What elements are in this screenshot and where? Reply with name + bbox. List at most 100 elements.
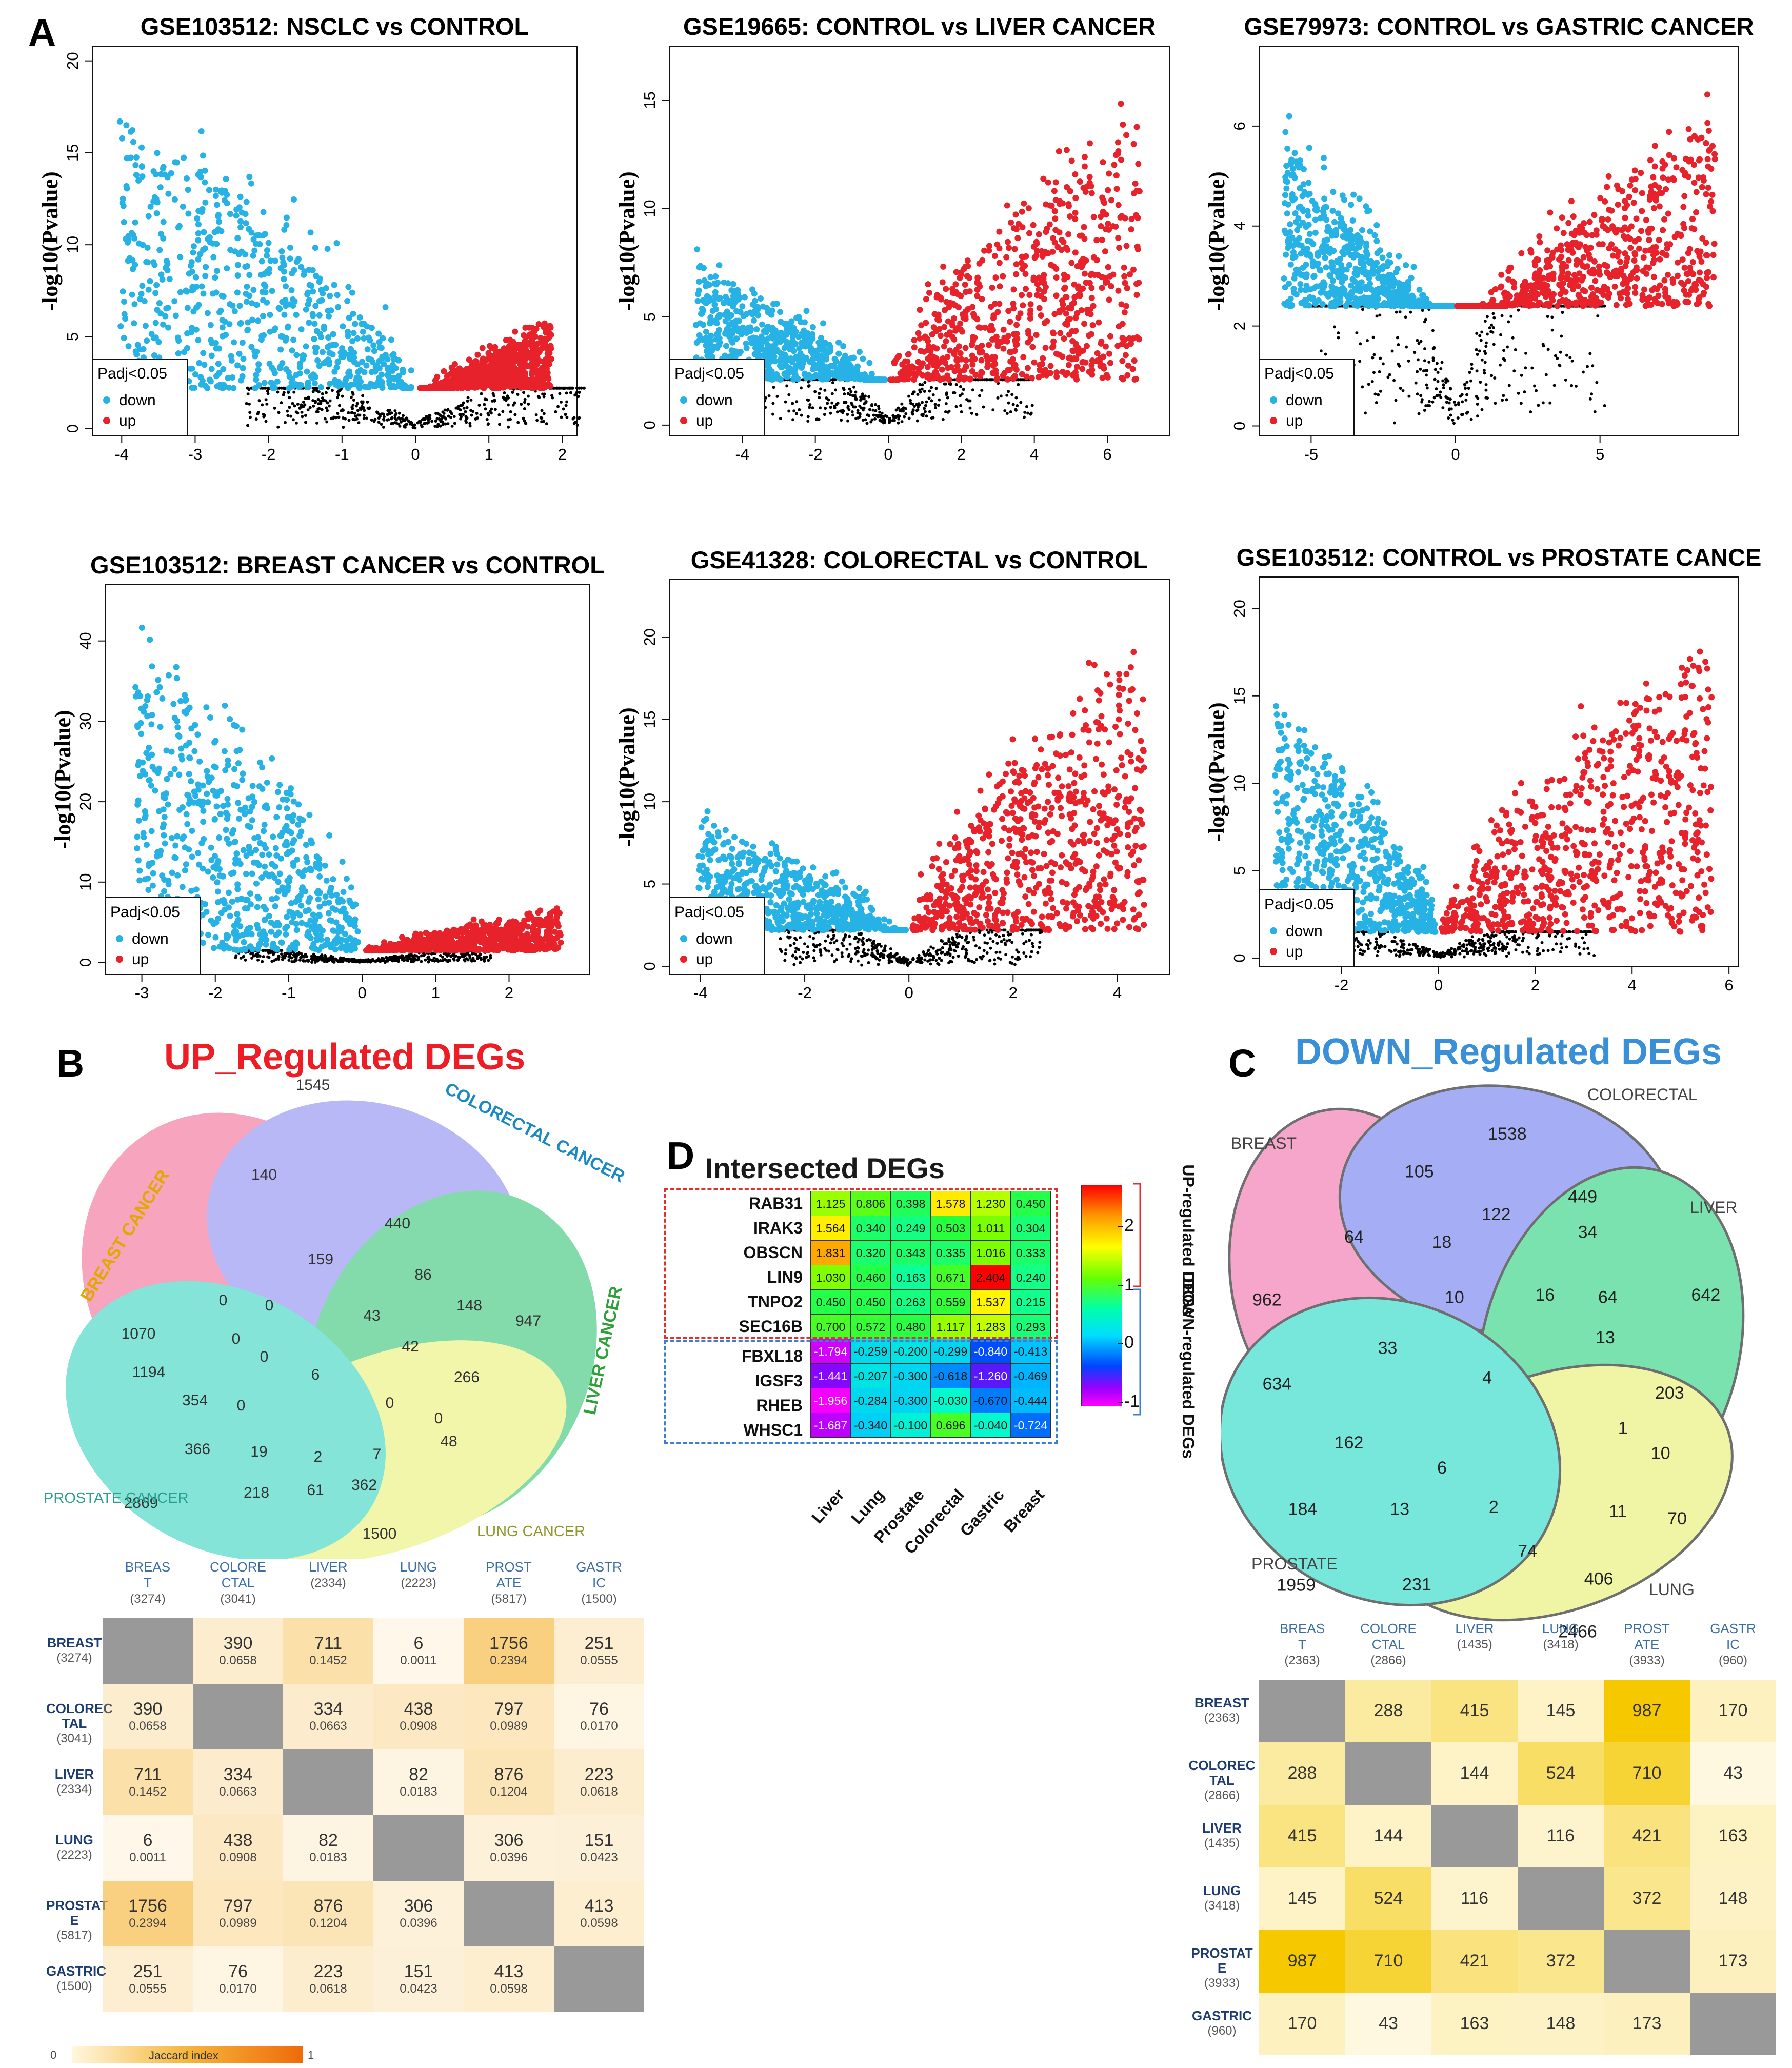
volcano-point-ns xyxy=(370,418,373,422)
volcano-point-down xyxy=(1347,282,1354,289)
volcano-point-down xyxy=(1356,195,1363,202)
volcano-point-up xyxy=(978,369,985,375)
volcano-point-ns xyxy=(497,423,501,426)
volcano-point-up xyxy=(1071,281,1078,288)
volcano-point-up xyxy=(899,376,906,383)
volcano-point-down xyxy=(1386,252,1393,258)
volcano-point-down xyxy=(172,312,179,319)
volcano-point-ns xyxy=(569,386,572,390)
volcano-point-ns xyxy=(858,412,862,415)
volcano-point-down xyxy=(258,271,265,278)
volcano-point-ns xyxy=(444,422,447,426)
volcano-point-ns xyxy=(1358,360,1362,363)
volcano-point-up xyxy=(1123,132,1130,138)
volcano-point-up xyxy=(1099,285,1105,291)
volcano-point-up xyxy=(952,327,959,334)
volcano-point-ns xyxy=(1554,354,1557,357)
volcano-point-ns xyxy=(861,419,865,422)
volcano-point-up xyxy=(1072,374,1079,381)
volcano-point-ns xyxy=(1420,400,1424,404)
volcano-point-ns xyxy=(280,401,283,405)
volcano-point-ns xyxy=(336,412,340,415)
volcano-point-down xyxy=(303,343,309,350)
volcano-point-ns xyxy=(1431,359,1435,362)
volcano-point-up xyxy=(1033,241,1040,247)
volcano-point-ns xyxy=(336,396,340,400)
volcano-point-down xyxy=(249,300,255,307)
volcano-point-down xyxy=(268,380,274,386)
volcano-point-down xyxy=(147,277,153,284)
volcano-point-down xyxy=(267,257,274,264)
volcano-point-up xyxy=(1040,355,1046,362)
volcano-point-down xyxy=(148,331,155,337)
volcano-point-up xyxy=(969,361,976,368)
volcano-point-down xyxy=(1367,228,1373,235)
volcano-point-ns xyxy=(882,421,885,425)
volcano-point-down xyxy=(281,311,288,318)
volcano-point-up xyxy=(1036,286,1042,293)
volcano-point-up xyxy=(1069,328,1076,334)
volcano-point-down xyxy=(253,302,260,308)
volcano-point-ns xyxy=(1431,329,1435,332)
volcano-point-down xyxy=(152,290,159,296)
volcano-point-up xyxy=(466,356,472,363)
volcano-point-ns xyxy=(811,406,814,410)
volcano-point-up xyxy=(436,385,443,391)
volcano-point-down xyxy=(189,287,195,294)
volcano-point-down xyxy=(298,264,305,270)
volcano-point-ns xyxy=(377,416,381,420)
volcano-point-up xyxy=(1023,373,1030,380)
volcano-point-up xyxy=(1005,333,1012,340)
volcano-point-down xyxy=(1338,273,1344,280)
volcano-point-ns xyxy=(382,412,385,416)
volcano-point-up xyxy=(1064,247,1071,253)
volcano-point-ns xyxy=(864,418,867,422)
volcano-point-ns xyxy=(302,400,305,404)
volcano-point-ns xyxy=(324,391,328,394)
volcano-point-down xyxy=(388,336,394,343)
volcano-point-up xyxy=(1130,141,1137,147)
volcano-point-down xyxy=(815,339,822,346)
volcano-point-down xyxy=(242,211,249,217)
volcano-point-down xyxy=(262,231,268,237)
volcano-point-up xyxy=(925,355,931,362)
volcano-point-up xyxy=(1110,223,1117,230)
volcano-point-down xyxy=(260,297,267,304)
volcano-point-down xyxy=(132,219,138,226)
volcano-point-down xyxy=(269,385,276,391)
volcano-point-ns xyxy=(320,408,324,411)
volcano-point-ns xyxy=(878,410,882,414)
volcano-point-down xyxy=(381,361,387,367)
volcano-point-down xyxy=(213,373,220,380)
volcano-point-down xyxy=(131,301,138,308)
volcano-point-up xyxy=(923,320,929,326)
volcano-point-ns xyxy=(393,409,397,413)
volcano-point-ns xyxy=(978,394,981,397)
volcano-point-ns xyxy=(475,416,479,420)
volcano-point-down xyxy=(272,257,278,264)
volcano-point-down xyxy=(791,375,798,382)
volcano-point-up xyxy=(1019,224,1026,231)
volcano-point-down xyxy=(717,295,724,302)
volcano-point-ns xyxy=(419,421,422,424)
volcano-point-down xyxy=(386,373,392,380)
volcano-point-ns xyxy=(1427,400,1431,403)
volcano-point-ns xyxy=(900,402,904,406)
volcano-point-down xyxy=(215,213,222,220)
volcano-point-down xyxy=(210,254,217,261)
volcano-point-up xyxy=(522,324,529,331)
volcano-point-down xyxy=(350,330,357,336)
volcano-point-up xyxy=(522,340,528,346)
volcano-point-ns xyxy=(394,412,398,415)
volcano-point-down xyxy=(202,245,208,252)
volcano-point-ns xyxy=(1432,346,1436,349)
volcano-point-down xyxy=(324,246,331,252)
volcano-point-ns xyxy=(439,424,442,428)
volcano-point-up xyxy=(989,354,995,361)
volcano-point-up xyxy=(477,365,484,372)
volcano-point-down xyxy=(713,331,720,338)
volcano-point-down xyxy=(264,247,270,254)
volcano-point-ns xyxy=(1365,339,1369,343)
volcano-point-ns xyxy=(1484,345,1488,348)
volcano-point-down xyxy=(163,305,170,312)
